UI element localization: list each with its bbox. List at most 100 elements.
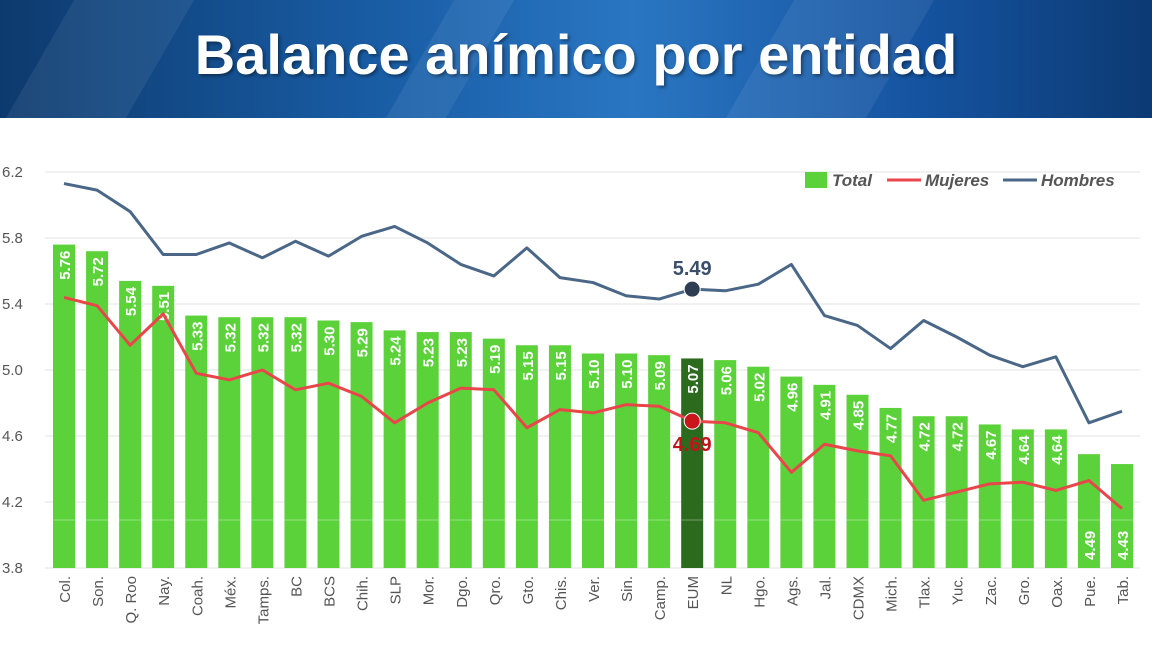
bar-Chih. [350, 322, 373, 568]
bar-value-label: 5.32 [255, 323, 272, 352]
bar-value-label: 5.54 [123, 286, 140, 316]
bar-Oax. [1044, 429, 1067, 568]
x-tick-label: Gro. [1016, 576, 1033, 605]
bar-value-label: 5.24 [388, 336, 405, 366]
bar-value-label: 4.64 [1049, 435, 1066, 465]
bar-Mich. [879, 407, 902, 568]
bar-value-label: 4.49 [1082, 531, 1099, 560]
bar-NL [714, 360, 737, 568]
bar-Zac. [978, 424, 1001, 568]
bar-Son. [86, 251, 109, 568]
bar-value-label: 5.23 [421, 338, 438, 367]
x-tick-label: SLP [388, 576, 405, 604]
x-tick-label: Camp. [652, 576, 669, 620]
x-tick-label: Yuc. [950, 576, 967, 605]
bar-Jal. [813, 384, 836, 568]
bar-Gro. [1011, 429, 1034, 568]
y-tick-label: 5.8 [2, 230, 23, 247]
chart: 3.8 4.2 4.6 5.0 5.4 5.8 6.2 5.76 Col. 5.72 Son. 5.5… [2, 164, 1140, 624]
bar-Nay. [152, 285, 175, 568]
bar-value-label: 5.33 [189, 322, 206, 351]
x-tick-label: Ver. [586, 576, 603, 602]
x-tick-label: NL [718, 576, 735, 595]
x-tick-label: Gto. [520, 576, 537, 604]
bar-value-label: 5.07 [685, 364, 702, 393]
bar-Méx. [218, 317, 241, 568]
bar-value-label: 4.91 [817, 391, 834, 420]
x-tick-label: Qro. [487, 576, 504, 605]
bar-value-label: 4.67 [983, 430, 1000, 459]
bar-value-label: 5.23 [454, 338, 471, 367]
x-tick-label: Ags. [784, 576, 801, 606]
bar-value-label: 5.29 [355, 328, 372, 357]
x-tick-label: Méx. [222, 576, 239, 609]
annotation-hombres: 5.49 [673, 258, 712, 280]
bar-BCS [317, 320, 340, 568]
bar-value-label: 4.72 [917, 422, 934, 451]
y-tick-label: 4.2 [2, 494, 23, 511]
bar-value-label: 5.02 [751, 373, 768, 402]
bar-value-label: 5.15 [520, 351, 537, 380]
legend-label-mujeres: Mujeres [925, 171, 989, 190]
bar-value-label: 4.85 [851, 401, 868, 430]
x-tick-label: Q. Roo [123, 576, 140, 624]
bar-value-label: 5.09 [652, 361, 669, 390]
line-hombres [63, 182, 1123, 425]
x-tick-label: Coah. [189, 576, 206, 616]
bar-value-label: 5.19 [487, 345, 504, 374]
marker-hombres [683, 280, 701, 298]
bar-value-label: 4.96 [784, 383, 801, 412]
x-tick-label: Sin. [619, 576, 636, 602]
x-tick-label: BC [288, 576, 305, 597]
y-tick-label: 6.2 [2, 164, 23, 181]
x-tick-label: BCS [322, 576, 339, 607]
x-tick-label: Tamps. [255, 576, 272, 624]
bar-value-label: 5.72 [90, 257, 107, 286]
x-tick-label: Col. [57, 576, 74, 603]
bar-Tab. [1111, 464, 1133, 568]
bar-value-label: 5.32 [222, 323, 239, 352]
bar-Hgo. [747, 366, 770, 568]
bar-value-label: 5.10 [619, 360, 636, 389]
legend-label-hombres: Hombres [1041, 171, 1115, 190]
x-tick-label: Mor. [421, 576, 438, 605]
page-title: Balance anímico por entidad [194, 23, 958, 86]
y-tick-label: 3.8 [2, 560, 23, 577]
y-tick-label: 5.0 [2, 362, 23, 379]
bar-EUM [681, 358, 704, 568]
marker-mujeres [683, 412, 701, 430]
bar-Tamps. [251, 317, 274, 568]
x-tick-label: Mich. [884, 576, 901, 612]
y-tick-label: 5.4 [2, 296, 23, 313]
x-tick-label: Zac. [983, 576, 1000, 605]
bar-value-label: 5.76 [57, 251, 74, 280]
bar-value-label: 5.51 [156, 292, 173, 321]
x-tick-label: Nay. [156, 576, 173, 606]
x-tick-label: Jal. [817, 576, 834, 599]
x-tick-label: Dgo. [454, 576, 471, 608]
x-tick-label: EUM [685, 576, 702, 609]
bar-value-label: 5.30 [322, 327, 339, 356]
bar-value-label: 4.64 [1016, 435, 1033, 465]
bar-value-label: 5.06 [718, 366, 735, 395]
bar-Mor. [416, 332, 439, 568]
x-tick-label: CDMX [851, 576, 868, 620]
bar-value-label: 5.10 [586, 360, 603, 389]
y-tick-label: 4.6 [2, 428, 23, 445]
x-tick-label: Pue. [1082, 576, 1099, 607]
bar-Col. [53, 244, 75, 568]
x-tick-label: Oax. [1049, 576, 1066, 608]
line-mujeres [63, 295, 1123, 510]
bar-value-label: 5.15 [553, 351, 570, 380]
bar-value-label: 4.43 [1115, 531, 1132, 560]
legend-label-total: Total [832, 171, 873, 190]
bar-value-label: 5.32 [288, 323, 305, 352]
x-tick-label: Hgo. [751, 576, 768, 608]
bar-Coah. [185, 315, 208, 568]
bar-SLP [383, 330, 406, 568]
bar-BC [284, 317, 307, 568]
x-tick-label: Chih. [355, 576, 372, 611]
bar-Gto. [515, 345, 538, 568]
x-tick-label: Tab. [1115, 576, 1132, 604]
x-tick-label: Son. [90, 576, 107, 607]
